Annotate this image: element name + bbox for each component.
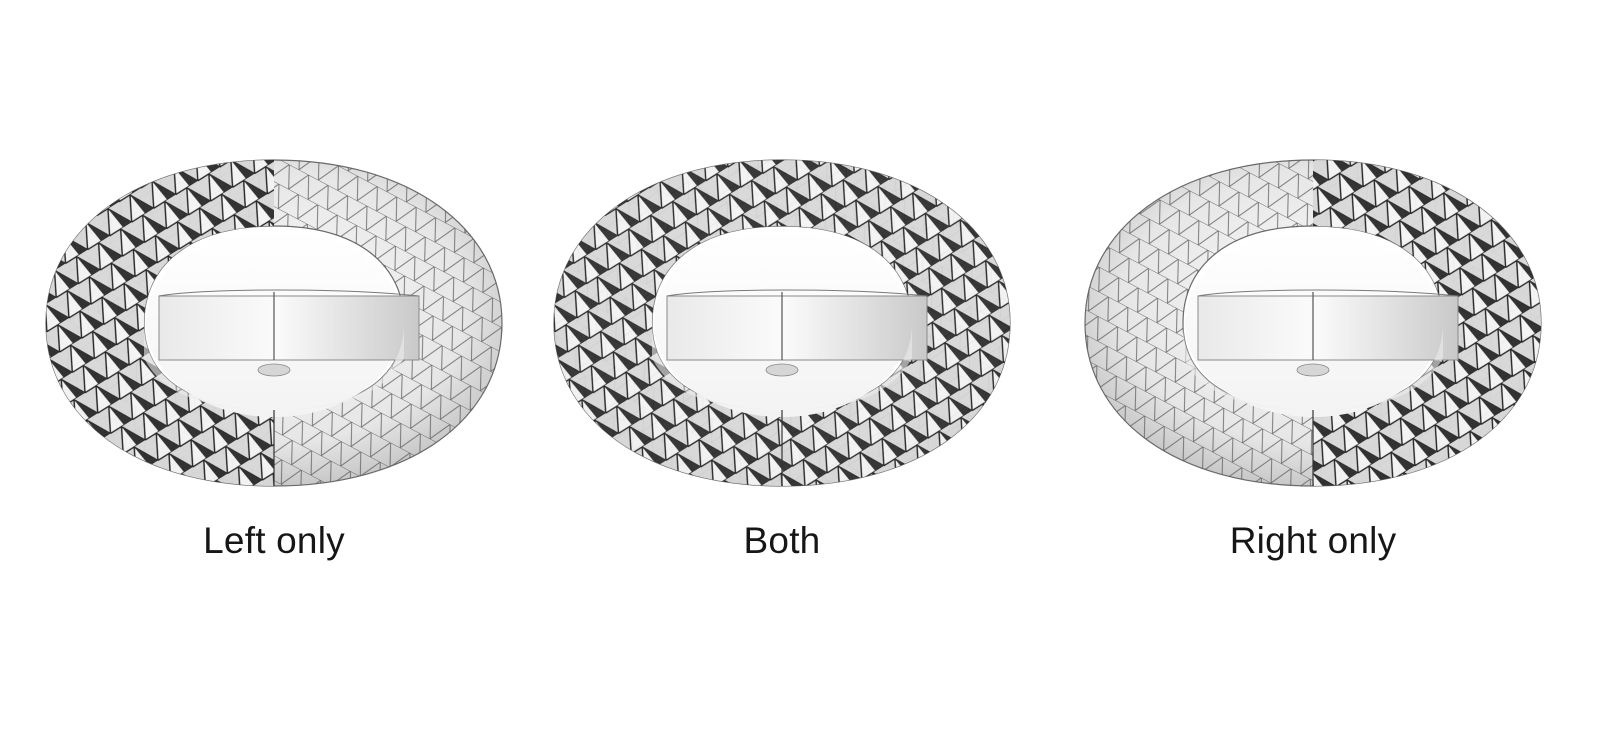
panel-right-only: Right only xyxy=(1063,148,1563,568)
panel-left-only: Left only xyxy=(24,148,524,568)
caption-both: Both xyxy=(532,520,1032,562)
panel-both: Both xyxy=(532,148,1032,568)
torus-right-only-illustration xyxy=(1063,148,1563,508)
caption-right-only: Right only xyxy=(1063,520,1563,562)
torus-left-only-illustration xyxy=(24,148,524,508)
caption-left-only: Left only xyxy=(24,520,524,562)
torus-both-illustration xyxy=(532,148,1032,508)
